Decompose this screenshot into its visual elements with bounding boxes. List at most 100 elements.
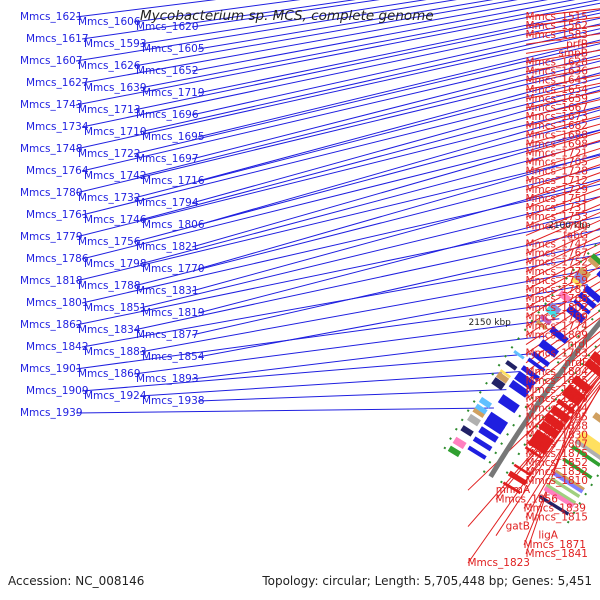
forward-gene: [478, 426, 499, 443]
cog-block: [543, 483, 576, 508]
right-gene-label: Mmcs_1829: [525, 393, 588, 405]
left-leader-line: [133, 77, 600, 199]
topology-label: Topology:: [262, 574, 323, 588]
left-gene-label: Mmcs_1780: [20, 187, 83, 199]
right-gene-label: nrdF: [565, 357, 589, 369]
left-leader-line: [81, 254, 600, 348]
forward-gene: [527, 357, 546, 373]
left-gene-label: Mmcs_1862: [20, 319, 83, 331]
right-gene-label: Mmcs_1682: [525, 120, 588, 132]
left-gene-label: Mmcs_1779: [20, 231, 83, 243]
right-gene-label: Mmcs_1839: [523, 502, 586, 514]
right-gene-label: Mmcs_1871: [523, 539, 586, 551]
left-leader-line: [81, 49, 600, 172]
right-gene-label: Mmcs_1673: [525, 111, 588, 123]
left-gene-label: Mmcs_1719: [142, 87, 205, 99]
right-gene-label: Mmcs_1783: [525, 348, 588, 360]
left-leader-line: [75, 407, 494, 414]
right-gene-label: Mmcs_1814: [525, 402, 588, 414]
cog-block: [545, 483, 577, 505]
right-gene-label: Mmcs_1767: [525, 248, 588, 260]
left-leader-line: [133, 12, 600, 111]
accession-footer: Accession: NC_008146: [8, 574, 144, 588]
left-gene-label: Mmcs_1617: [26, 33, 89, 45]
reverse-gene: [502, 481, 522, 495]
right-gene-label: Mmcs_1740: [525, 220, 588, 232]
left-leader-line: [191, 23, 600, 116]
kbp-ticks: 1700 kbp1750 kbp1800 kbp1850 kbp1900 kbp…: [468, 221, 590, 328]
cog-block: [505, 360, 518, 371]
right-leader-line: [525, 385, 600, 518]
left-gene-label: Mmcs_1620: [136, 21, 199, 33]
reverse-gene: [561, 387, 584, 407]
right-gene-label: Mmcs_1747: [525, 239, 588, 251]
left-leader-line: [197, 0, 494, 50]
right-gene-label: Mmcs_1768: [525, 293, 588, 305]
right-leader-line: [523, 387, 600, 509]
left-leader-line: [75, 66, 600, 194]
right-gene-label: Mmcs_1688: [525, 129, 588, 141]
left-gene-label: Mmcs_1652: [136, 65, 199, 77]
cog-block: [545, 305, 560, 319]
left-leader-line: [191, 0, 576, 72]
gene-tracks: [443, 239, 600, 524]
gene-labels: Mmcs_1621Mmcs_1606Mmcs_1620Mmcs_1617Mmcs…: [20, 11, 588, 569]
cog-block: [491, 377, 506, 391]
right-leader-line: [525, 411, 575, 555]
reverse-gene: [549, 405, 571, 424]
left-gene-label: Mmcs_1877: [136, 329, 199, 341]
right-gene-label: Mmcs_1721: [525, 148, 588, 160]
left-leader-line: [139, 371, 520, 397]
cog-block: [499, 369, 512, 379]
right-gene-label: Mmcs_1628: [525, 57, 588, 69]
right-leader-line: [525, 266, 600, 309]
left-leader-line: [197, 9, 600, 94]
forward-gene: [565, 304, 586, 324]
cog-block: [557, 289, 572, 303]
right-gene-label: Mmcs_1856: [495, 493, 558, 505]
reverse-gene: [513, 463, 532, 477]
left-gene-label: Mmcs_1924: [84, 390, 147, 402]
left-gene-label: Mmcs_1697: [136, 153, 199, 165]
left-leader-line: [75, 2, 600, 106]
left-leader-line: [81, 17, 600, 128]
left-leader-line: [81, 0, 548, 84]
forward-gene: [483, 416, 506, 435]
left-gene-label: Mmcs_1834: [78, 324, 141, 336]
forward-gene: [538, 339, 560, 358]
right-gene-label: Mmcs_1804: [525, 366, 588, 378]
right-gene-label: Mmcs_1832: [525, 466, 588, 478]
right-gene-label: Mmcs_1809: [525, 330, 588, 342]
forward-gene: [531, 351, 551, 367]
left-gene-label: Mmcs_1605: [142, 43, 205, 55]
left-leader-line: [197, 208, 600, 314]
right-gene-label: Mmcs_1789: [525, 311, 588, 323]
left-leader-line: [139, 97, 600, 221]
genes-label: Genes:: [511, 574, 558, 588]
right-gene-label: gatB: [506, 521, 530, 533]
right-gene-label: Mmcs_1823: [467, 557, 530, 569]
right-gene-label: Mmcs_1852: [525, 457, 588, 469]
right-gene-label: Mmcs_1728: [525, 166, 588, 178]
left-gene-label: Mmcs_1722: [78, 148, 141, 160]
left-gene-label: Mmcs_1734: [26, 121, 89, 133]
left-gene-label: Mmcs_1606: [78, 16, 141, 28]
right-gene-label: Mmcs_1751: [525, 193, 588, 205]
left-gene-label: Mmcs_1893: [136, 373, 199, 385]
right-leader-line: [525, 350, 600, 418]
right-leader-line: [525, 295, 600, 346]
cog-block: [452, 436, 467, 450]
reverse-gene: [538, 420, 560, 440]
cog-block: [577, 266, 592, 280]
cog-block: [466, 413, 481, 427]
cog-block: [447, 445, 462, 458]
right-leader-line: [525, 324, 600, 382]
left-leader-line: [139, 141, 600, 265]
left-gene-label: Mmcs_1756: [78, 236, 141, 248]
reverse-gene: [543, 412, 566, 432]
left-gene-label: Mmcs_1761: [26, 209, 89, 221]
forward-gene: [549, 326, 569, 344]
right-gene-label: Mmcs_1659: [525, 93, 588, 105]
right-leader-line: [525, 310, 600, 364]
forward-gene: [514, 370, 536, 391]
